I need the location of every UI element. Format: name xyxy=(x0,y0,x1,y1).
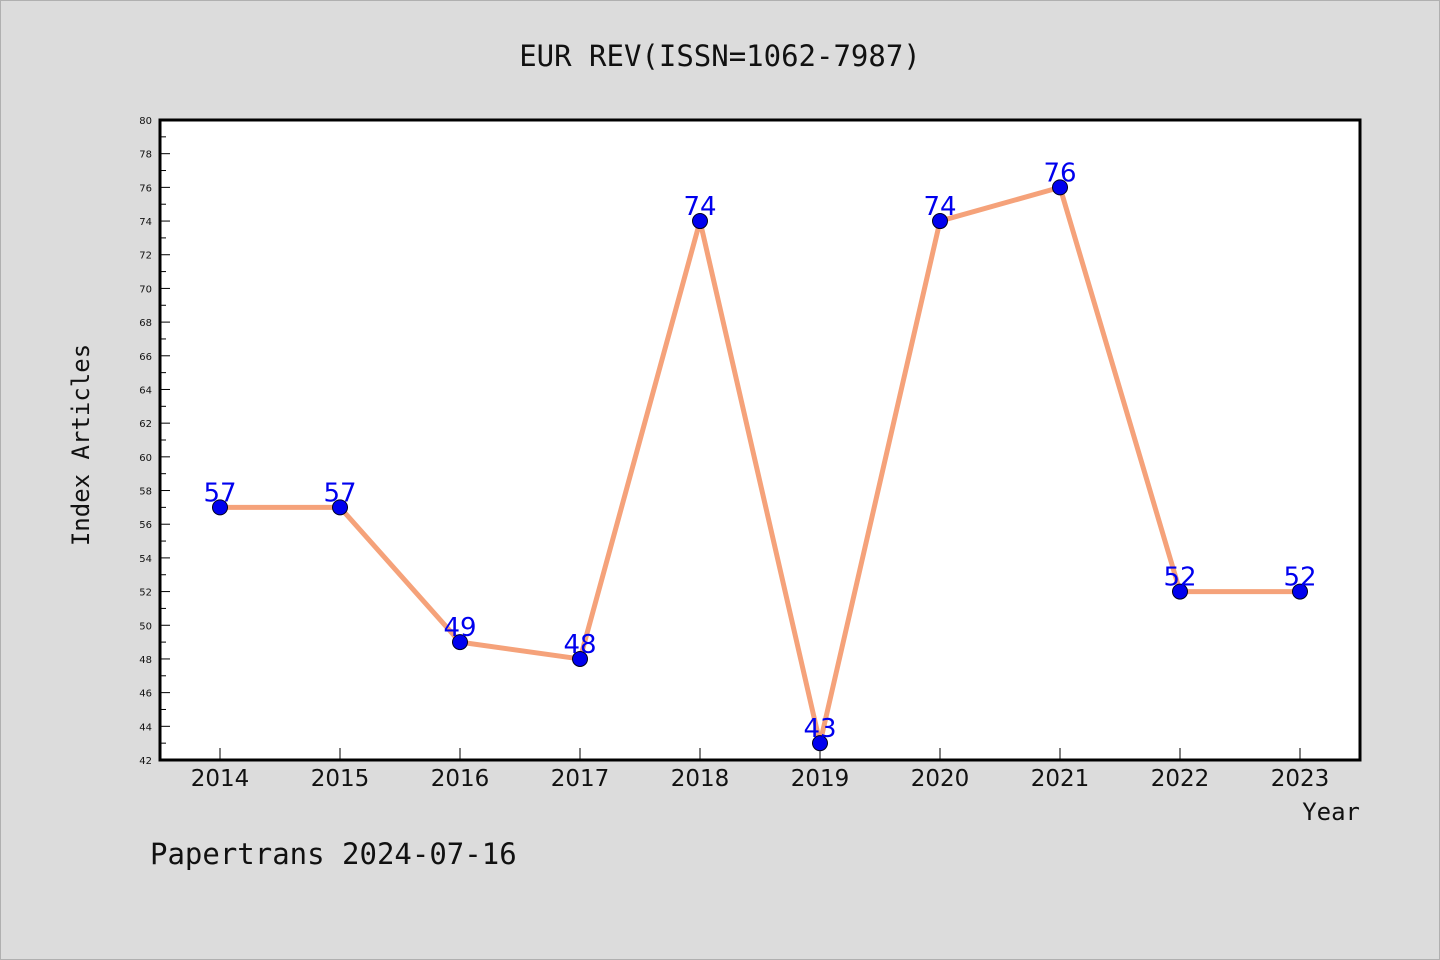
y-tick-label: 72 xyxy=(139,251,152,262)
data-point xyxy=(932,213,948,230)
y-tick-label: 42 xyxy=(139,756,152,767)
x-tick-label: 2014 xyxy=(191,766,250,792)
y-tick-label: 44 xyxy=(139,722,152,733)
chart-title: EUR REV(ISSN=1062-7987) xyxy=(519,39,921,73)
data-point xyxy=(812,735,828,752)
y-tick-label: 48 xyxy=(139,655,152,666)
data-point xyxy=(332,499,348,516)
x-tick-label: 2018 xyxy=(671,766,730,792)
x-tick-label: 2023 xyxy=(1271,766,1330,792)
y-tick-label: 80 xyxy=(139,116,152,127)
data-label: 52 xyxy=(1283,563,1316,593)
x-tick-label: 2015 xyxy=(311,766,370,792)
y-tick-label: 70 xyxy=(139,284,152,295)
y-tick-label: 68 xyxy=(139,318,152,329)
y-tick-label: 52 xyxy=(139,588,152,599)
y-axis: 42 44 46 48 50 52 54 56 58 60 62 64 66 68 70 72 74 76 78 80 xyxy=(139,116,170,767)
y-tick-label: 54 xyxy=(139,554,152,565)
plot-area xyxy=(158,118,1362,762)
data-point xyxy=(572,650,588,667)
x-tick-label: 2022 xyxy=(1151,766,1210,792)
x-tick-label: 2019 xyxy=(791,766,850,792)
data-point xyxy=(452,634,468,651)
y-tick-label: 46 xyxy=(139,689,152,700)
data-point xyxy=(1052,179,1068,196)
x-tick-label: 2021 xyxy=(1031,766,1090,792)
data-label: 74 xyxy=(923,192,956,222)
data-label: 74 xyxy=(683,192,716,222)
data-label: 43 xyxy=(803,714,836,744)
x-tick-label: 2016 xyxy=(431,766,490,792)
data-label: 48 xyxy=(563,630,596,660)
series-articles: 57 57 49 48 74 43 74 76 52 52 xyxy=(203,158,1317,752)
series-line xyxy=(220,184,1300,746)
y-tick-label: 62 xyxy=(139,419,152,430)
y-tick-label: 78 xyxy=(139,150,152,161)
data-label: 52 xyxy=(1163,563,1196,593)
data-label: 57 xyxy=(323,478,356,508)
x-axis-label: Year xyxy=(1302,798,1360,826)
y-tick-label: 60 xyxy=(139,453,152,464)
data-point xyxy=(692,213,708,230)
x-tick-label: 2020 xyxy=(911,766,970,792)
y-tick-label: 58 xyxy=(139,487,152,498)
y-tick-label: 66 xyxy=(139,352,152,363)
data-label: 49 xyxy=(443,613,476,643)
data-point xyxy=(1172,583,1188,600)
data-label: 57 xyxy=(203,478,236,508)
y-tick-label: 64 xyxy=(139,385,152,396)
watermark-text: Papertrans 2024-07-16 xyxy=(150,837,517,871)
y-axis-label: Index Articles xyxy=(67,344,95,546)
x-axis: 2014 2015 2016 2017 2018 2019 2020 2021 2022 2023 xyxy=(191,748,1330,792)
data-label: 76 xyxy=(1043,158,1076,188)
y-tick-label: 76 xyxy=(139,183,152,194)
x-tick-label: 2017 xyxy=(551,766,610,792)
y-tick-label: 50 xyxy=(139,621,152,632)
y-tick-label: 74 xyxy=(139,217,152,228)
y-tick-label: 56 xyxy=(139,520,152,531)
data-point xyxy=(212,499,228,516)
data-point xyxy=(1292,583,1308,600)
